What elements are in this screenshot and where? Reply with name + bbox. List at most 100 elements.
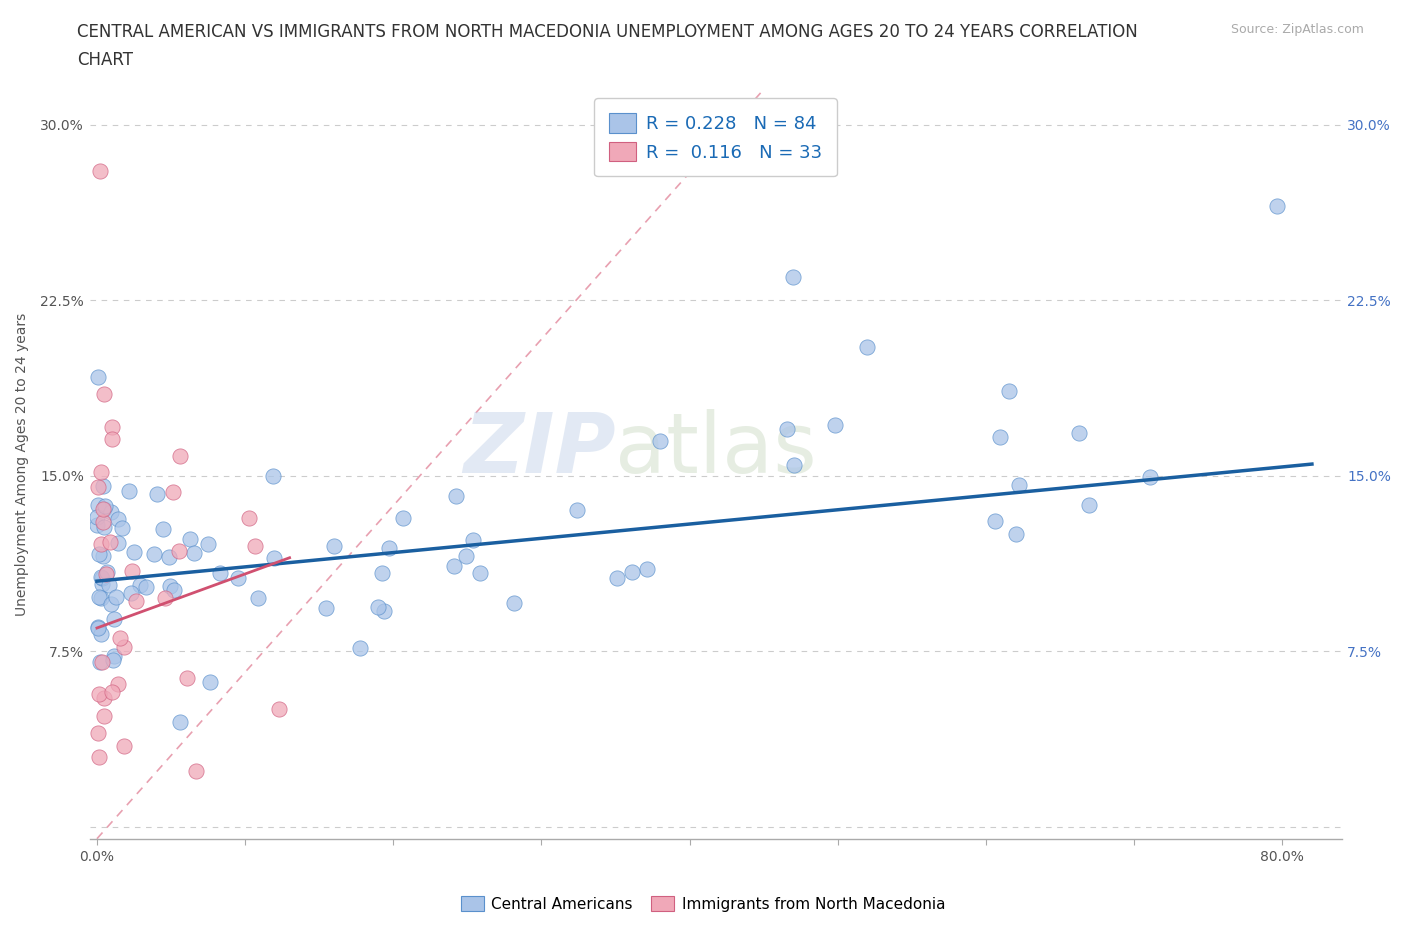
Point — [186, 764, 208, 778]
Point — [1008, 478, 1031, 493]
Point — [129, 578, 152, 592]
Point — [636, 562, 658, 577]
Point — [91, 577, 114, 591]
Point — [93, 549, 115, 564]
Point — [984, 513, 1007, 528]
Point — [606, 571, 628, 586]
Point — [93, 691, 115, 706]
Point — [988, 430, 1011, 445]
Point — [1004, 527, 1026, 542]
Point — [86, 518, 108, 533]
Point — [454, 548, 477, 563]
Point — [101, 684, 124, 699]
Point — [1139, 470, 1161, 485]
Point — [370, 566, 392, 581]
Point — [503, 596, 526, 611]
Point — [228, 571, 250, 586]
Point — [110, 631, 132, 645]
Point — [153, 591, 176, 605]
Point — [367, 599, 389, 614]
Point — [118, 484, 141, 498]
Point — [243, 538, 266, 553]
Point — [93, 514, 115, 529]
Point — [856, 339, 879, 354]
Point — [87, 726, 110, 741]
Point — [179, 532, 201, 547]
Point — [98, 534, 121, 549]
Point — [111, 521, 134, 536]
Point — [107, 536, 129, 551]
Point — [998, 383, 1021, 398]
Point — [162, 583, 184, 598]
Point — [247, 591, 270, 605]
Point — [378, 541, 401, 556]
Point — [89, 164, 111, 179]
Point — [461, 533, 484, 548]
Point — [1267, 199, 1289, 214]
Point — [97, 578, 120, 593]
Point — [120, 585, 142, 600]
Point — [322, 539, 344, 554]
Point — [373, 604, 395, 618]
Point — [90, 627, 112, 642]
Point — [93, 501, 115, 516]
Point — [157, 550, 180, 565]
Point — [567, 503, 589, 518]
Point — [121, 564, 143, 578]
Point — [263, 551, 285, 565]
Point — [90, 464, 112, 479]
Point — [183, 545, 205, 560]
Y-axis label: Unemployment Among Ages 20 to 24 years: Unemployment Among Ages 20 to 24 years — [15, 312, 30, 616]
Point — [167, 544, 190, 559]
Point — [392, 511, 415, 525]
Point — [197, 537, 219, 551]
Point — [169, 449, 191, 464]
Point — [91, 502, 114, 517]
Point — [107, 512, 129, 526]
Point — [87, 480, 110, 495]
Point — [86, 510, 108, 525]
Legend: R = 0.228   N = 84, R =  0.116   N = 33: R = 0.228 N = 84, R = 0.116 N = 33 — [595, 99, 837, 176]
Point — [87, 547, 110, 562]
Point — [146, 486, 169, 501]
Point — [648, 433, 671, 448]
Point — [162, 485, 184, 499]
Point — [87, 686, 110, 701]
Point — [89, 750, 111, 764]
Point — [91, 571, 114, 586]
Point — [443, 559, 465, 574]
Point — [91, 479, 114, 494]
Point — [112, 639, 135, 654]
Point — [169, 714, 191, 729]
Point — [89, 655, 111, 670]
Point — [93, 520, 115, 535]
Point — [87, 620, 110, 635]
Point — [262, 469, 284, 484]
Point — [94, 498, 117, 513]
Point — [159, 578, 181, 593]
Point — [112, 738, 135, 753]
Point — [468, 565, 491, 580]
Point — [107, 676, 129, 691]
Point — [1067, 426, 1090, 441]
Point — [90, 570, 112, 585]
Point — [198, 675, 221, 690]
Point — [96, 566, 118, 581]
Point — [209, 565, 232, 580]
Text: ZIP: ZIP — [463, 408, 616, 489]
Point — [315, 601, 337, 616]
Point — [349, 641, 371, 656]
Point — [96, 565, 118, 579]
Point — [1078, 498, 1101, 512]
Point — [176, 671, 198, 685]
Point — [87, 619, 110, 634]
Point — [122, 545, 145, 560]
Point — [142, 547, 165, 562]
Text: atlas: atlas — [616, 408, 817, 489]
Point — [103, 611, 125, 626]
Point — [93, 709, 115, 724]
Point — [152, 522, 174, 537]
Point — [776, 421, 799, 436]
Point — [89, 590, 111, 604]
Text: CHART: CHART — [77, 51, 134, 69]
